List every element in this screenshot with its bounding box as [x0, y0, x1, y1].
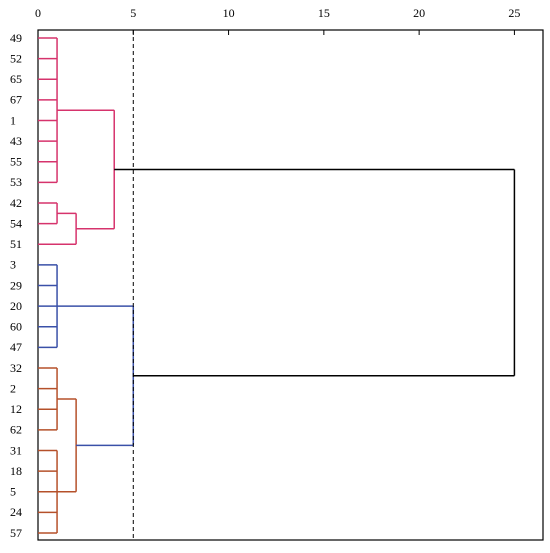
leaf-label: 49 [10, 31, 22, 45]
leaf-label: 43 [10, 134, 22, 148]
leaf-label: 55 [10, 155, 22, 169]
leaf-label: 54 [10, 216, 22, 230]
leaf-label: 12 [10, 402, 22, 416]
leaf-label: 60 [10, 320, 22, 334]
x-tick-label: 20 [413, 6, 425, 20]
x-tick-label: 10 [223, 6, 235, 20]
leaf-label: 52 [10, 51, 22, 65]
leaf-label: 3 [10, 258, 16, 272]
leaf-label: 1 [10, 113, 16, 127]
leaf-label: 18 [10, 464, 22, 478]
leaf-label: 47 [10, 340, 22, 354]
leaf-label: 32 [10, 361, 22, 375]
leaf-label: 53 [10, 175, 22, 189]
leaf-label: 5 [10, 485, 16, 499]
x-tick-label: 5 [130, 6, 136, 20]
leaf-label: 62 [10, 423, 22, 437]
leaf-label: 24 [10, 505, 22, 519]
x-tick-label: 25 [508, 6, 520, 20]
x-tick-label: 0 [35, 6, 41, 20]
leaf-label: 2 [10, 381, 16, 395]
leaf-label: 31 [10, 443, 22, 457]
leaf-label: 29 [10, 278, 22, 292]
leaf-label: 67 [10, 93, 22, 107]
leaf-label: 65 [10, 72, 22, 86]
leaf-label: 57 [10, 526, 22, 540]
plot-frame [37, 29, 544, 541]
leaf-label: 20 [10, 299, 22, 313]
leaf-label: 51 [10, 237, 22, 251]
x-tick-label: 15 [318, 6, 330, 20]
leaf-label: 42 [10, 196, 22, 210]
